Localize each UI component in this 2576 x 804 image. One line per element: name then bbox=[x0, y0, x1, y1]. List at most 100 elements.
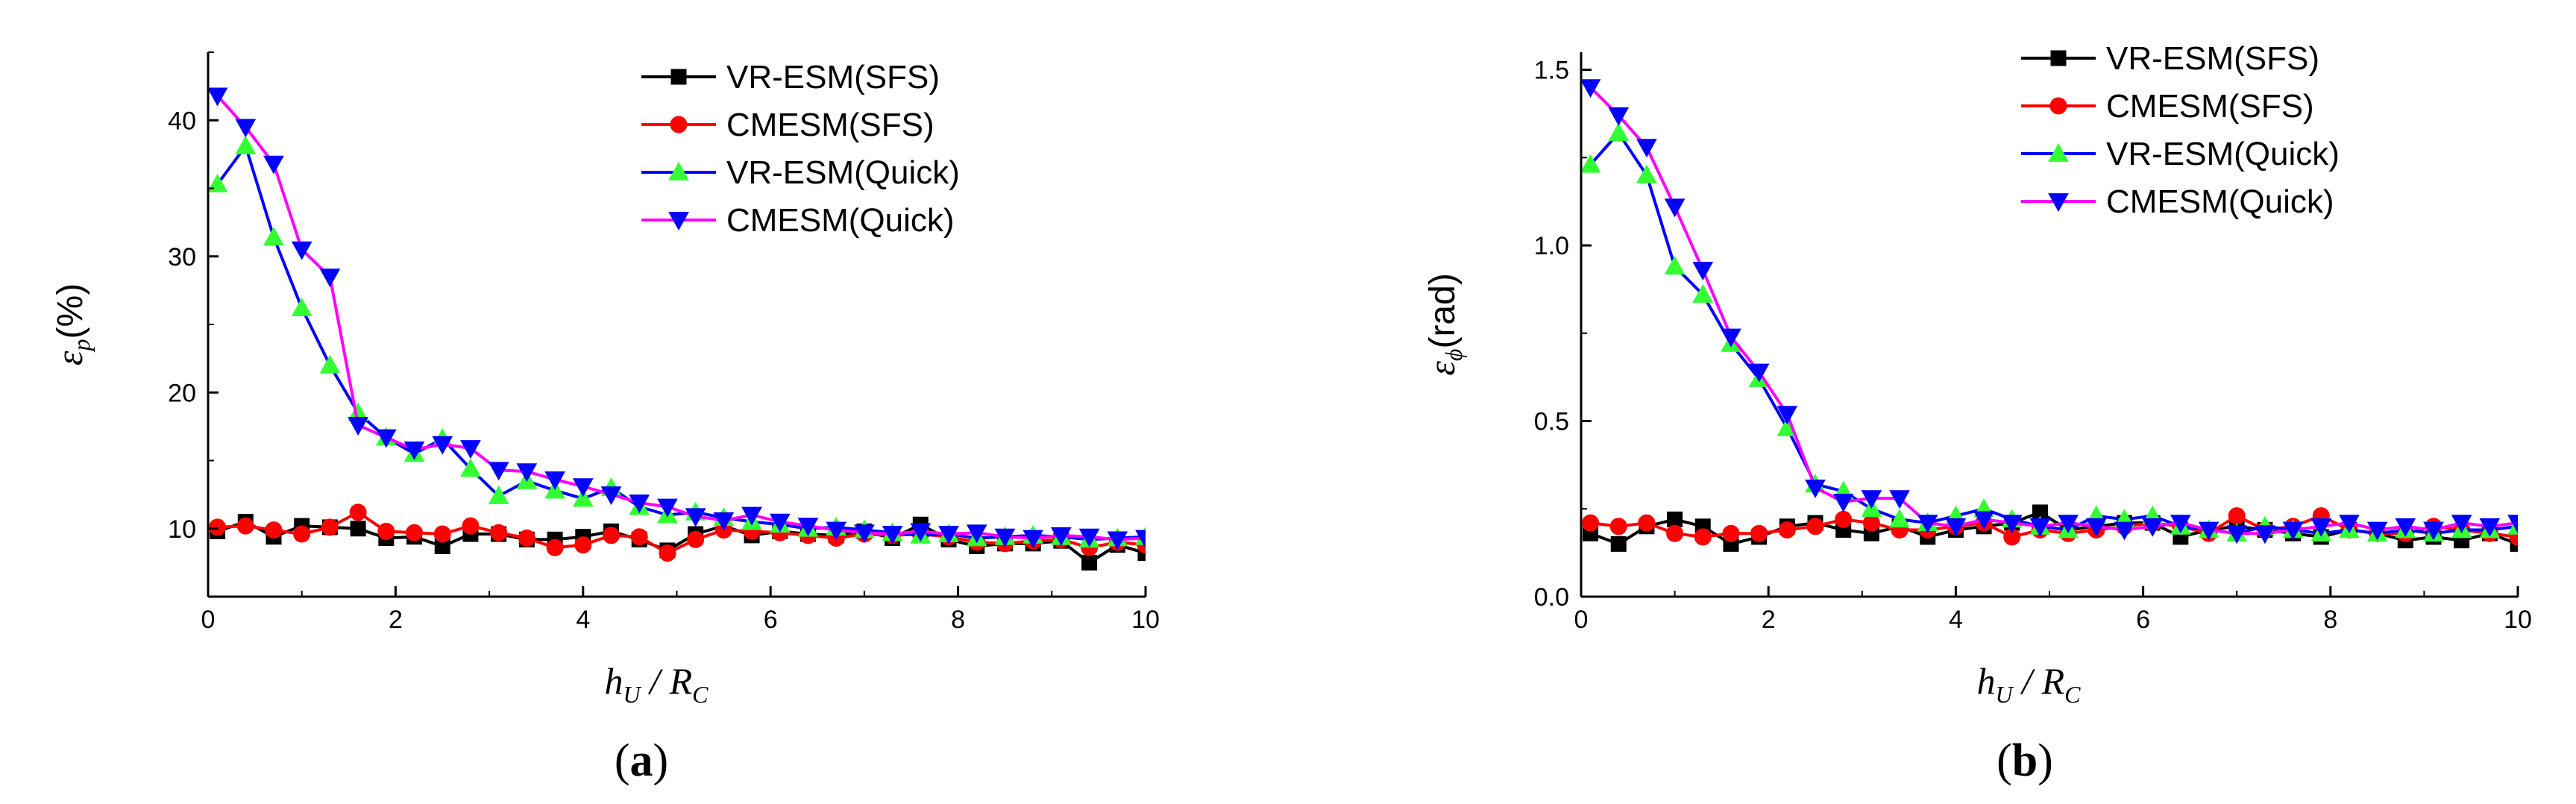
data-point-3-23 bbox=[2226, 525, 2248, 544]
data-point-3-2 bbox=[263, 155, 284, 175]
data-point-3-8 bbox=[432, 436, 453, 455]
data-point-2-13 bbox=[572, 488, 594, 507]
legend-label-2: VR-ESM(Quick) bbox=[2106, 136, 2340, 172]
series-line-3 bbox=[216, 95, 1146, 541]
data-point-0-31 bbox=[1081, 554, 1098, 571]
caption-open: ( bbox=[615, 735, 630, 786]
data-point-3-28 bbox=[2366, 521, 2388, 541]
data-point-1-9 bbox=[1835, 510, 1853, 528]
x-tick-label-2: 4 bbox=[576, 606, 590, 634]
data-point-1-1 bbox=[236, 517, 254, 535]
series-2-group bbox=[208, 135, 1146, 548]
y-axis-subscript: p bbox=[68, 339, 95, 352]
data-point-1-7 bbox=[1778, 521, 1796, 539]
data-point-3-11 bbox=[1889, 490, 1910, 509]
chart-panel-b: 0 2 4 6 8 10 0.0 0.5 1.0 1.5 εϕ(rad) hU / RC VR-ESM(… bbox=[1421, 40, 2532, 786]
data-point-2-1 bbox=[1608, 122, 1630, 142]
x-tick-label-1: 2 bbox=[389, 606, 403, 634]
x-tick-label-4: 8 bbox=[2323, 606, 2337, 634]
data-point-1-15 bbox=[630, 528, 648, 546]
legend-marker-0 bbox=[670, 69, 687, 85]
data-point-2-9 bbox=[460, 458, 481, 477]
x-tick-label-0: 0 bbox=[1574, 606, 1589, 634]
chart-panel-a: 0 2 4 6 8 10 10 20 30 40 εp(%) hU / RC VR-ESM(SFS) CM… bbox=[48, 51, 1160, 786]
data-point-3-4 bbox=[1692, 262, 1714, 281]
y-tick-label-3: 1.5 bbox=[1534, 57, 1569, 85]
x-axis-slash: / bbox=[641, 660, 670, 702]
data-point-3-24 bbox=[2255, 525, 2275, 544]
data-point-1-4 bbox=[321, 518, 339, 536]
data-point-3-3 bbox=[1664, 198, 1686, 218]
data-point-3-17 bbox=[685, 508, 706, 527]
y-axis-label: εϕ(rad) bbox=[1421, 273, 1467, 376]
legend: VR-ESM(SFS) CMESM(SFS) VR-ESM(Quick) CMESM(… bbox=[2021, 40, 2340, 220]
caption-close: ) bbox=[653, 735, 669, 786]
legend-marker-2 bbox=[668, 161, 689, 180]
panel-caption: (a) bbox=[615, 735, 668, 786]
data-point-1-17 bbox=[687, 530, 705, 548]
data-point-3-6 bbox=[1748, 363, 1770, 383]
x-tick-label-3: 6 bbox=[2136, 606, 2150, 634]
data-point-3-23 bbox=[854, 524, 875, 544]
series-line-2 bbox=[216, 144, 1146, 541]
y-tick-label-1: 0.5 bbox=[1534, 408, 1569, 436]
data-point-1-11 bbox=[518, 530, 535, 547]
data-point-3-12 bbox=[1917, 515, 1938, 534]
data-point-3-14 bbox=[1973, 511, 1994, 530]
data-point-1-13 bbox=[574, 536, 592, 554]
x-tick-label-5: 10 bbox=[1131, 606, 1160, 634]
y-tick-label-1: 20 bbox=[168, 379, 196, 407]
data-point-3-18 bbox=[713, 512, 735, 531]
data-point-3-16 bbox=[2029, 518, 2051, 537]
data-point-3-11 bbox=[516, 463, 538, 483]
data-point-1-23 bbox=[2228, 507, 2246, 525]
data-point-3-27 bbox=[966, 524, 987, 544]
data-point-1-0 bbox=[209, 518, 227, 536]
x-axis-symbol: h bbox=[605, 660, 623, 702]
data-point-2-3 bbox=[1664, 256, 1686, 275]
data-point-1-1 bbox=[1609, 518, 1627, 536]
data-point-1-12 bbox=[546, 538, 564, 556]
data-point-3-6 bbox=[375, 429, 397, 448]
data-point-3-2 bbox=[1636, 139, 1657, 158]
data-point-3-27 bbox=[2339, 515, 2360, 534]
data-point-3-14 bbox=[600, 486, 622, 506]
data-point-1-10 bbox=[1862, 514, 1880, 532]
y-tick-label-2: 1.0 bbox=[1534, 232, 1569, 260]
legend-label-2: VR-ESM(Quick) bbox=[726, 154, 960, 191]
data-point-3-5 bbox=[1721, 328, 1741, 348]
x-axis-subscript: U bbox=[1996, 681, 2014, 708]
x-axis-label: hU / RC bbox=[605, 660, 709, 708]
data-point-1-6 bbox=[1750, 524, 1768, 542]
data-point-3-4 bbox=[319, 268, 341, 288]
legend-label-1: CMESM(SFS) bbox=[2106, 88, 2314, 125]
data-point-3-21 bbox=[797, 518, 819, 537]
y-axis-unit: (%) bbox=[51, 283, 90, 339]
data-point-3-26 bbox=[2310, 518, 2332, 537]
x-axis-symbol: h bbox=[1977, 660, 1996, 702]
data-point-3-19 bbox=[2114, 521, 2135, 541]
data-point-3-30 bbox=[1051, 527, 1072, 546]
data-point-3-20 bbox=[769, 513, 791, 533]
data-point-2-2 bbox=[263, 227, 284, 246]
x-tick-label-0: 0 bbox=[201, 606, 216, 634]
data-point-3-15 bbox=[2001, 515, 2023, 534]
data-point-3-0 bbox=[1581, 79, 1601, 98]
data-point-3-9 bbox=[1832, 493, 1854, 512]
caption-letter: b bbox=[2012, 735, 2038, 786]
data-point-3-10 bbox=[488, 462, 509, 481]
data-point-3-10 bbox=[1861, 490, 1882, 509]
caption-letter: a bbox=[630, 735, 653, 786]
legend-marker-0 bbox=[2050, 50, 2067, 66]
data-point-1-2 bbox=[1638, 514, 1656, 532]
data-point-2-4 bbox=[319, 354, 341, 374]
data-point-1-5 bbox=[349, 503, 367, 521]
y-axis-label: εp(%) bbox=[48, 283, 95, 365]
data-point-3-13 bbox=[572, 478, 594, 497]
x-axis-subscript: U bbox=[623, 681, 642, 708]
data-point-3-25 bbox=[910, 523, 932, 542]
data-point-3-25 bbox=[2282, 521, 2304, 541]
data-point-1-3 bbox=[1666, 524, 1684, 542]
data-point-3-9 bbox=[460, 440, 481, 459]
